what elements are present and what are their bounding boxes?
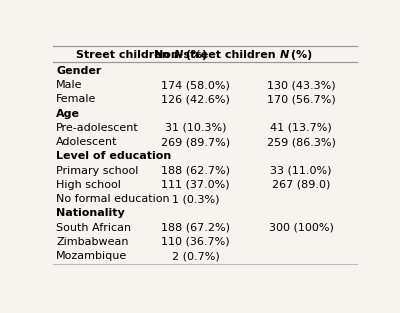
Text: 170 (56.7%): 170 (56.7%) — [267, 94, 336, 104]
Text: 1 (0.3%): 1 (0.3%) — [172, 194, 220, 204]
Text: Age: Age — [56, 109, 80, 119]
Text: 31 (10.3%): 31 (10.3%) — [165, 123, 226, 133]
Text: Nationality: Nationality — [56, 208, 125, 218]
Text: South African: South African — [56, 223, 131, 233]
Text: (%): (%) — [287, 50, 312, 60]
Text: Mozambique: Mozambique — [56, 251, 128, 261]
Text: Female: Female — [56, 94, 96, 104]
Text: N: N — [174, 50, 183, 60]
Text: 110 (36.7%): 110 (36.7%) — [161, 237, 230, 247]
Text: 2 (0.7%): 2 (0.7%) — [172, 251, 220, 261]
Text: Primary school: Primary school — [56, 166, 138, 176]
Text: 259 (86.3%): 259 (86.3%) — [267, 137, 336, 147]
Text: 188 (62.7%): 188 (62.7%) — [161, 166, 230, 176]
Text: Pre-adolescent: Pre-adolescent — [56, 123, 139, 133]
Text: 269 (89.7%): 269 (89.7%) — [161, 137, 230, 147]
Text: Male: Male — [56, 80, 83, 90]
Text: 188 (67.2%): 188 (67.2%) — [161, 223, 230, 233]
Text: Level of education: Level of education — [56, 151, 172, 162]
Text: 174 (58.0%): 174 (58.0%) — [161, 80, 230, 90]
Text: Non-street children: Non-street children — [154, 50, 279, 60]
Text: 111 (37.0%): 111 (37.0%) — [161, 180, 230, 190]
Text: (%): (%) — [182, 50, 207, 60]
Text: 126 (42.6%): 126 (42.6%) — [161, 94, 230, 104]
Text: 130 (43.3%): 130 (43.3%) — [267, 80, 336, 90]
Text: 267 (89.0): 267 (89.0) — [272, 180, 330, 190]
Text: Gender: Gender — [56, 66, 102, 76]
Text: No formal education: No formal education — [56, 194, 170, 204]
Text: N: N — [279, 50, 289, 60]
Text: 41 (13.7%): 41 (13.7%) — [270, 123, 332, 133]
Text: High school: High school — [56, 180, 121, 190]
Text: 33 (11.0%): 33 (11.0%) — [270, 166, 332, 176]
Text: 300 (100%): 300 (100%) — [269, 223, 334, 233]
Text: Street children: Street children — [76, 50, 174, 60]
Text: Zimbabwean: Zimbabwean — [56, 237, 129, 247]
Text: Adolescent: Adolescent — [56, 137, 118, 147]
